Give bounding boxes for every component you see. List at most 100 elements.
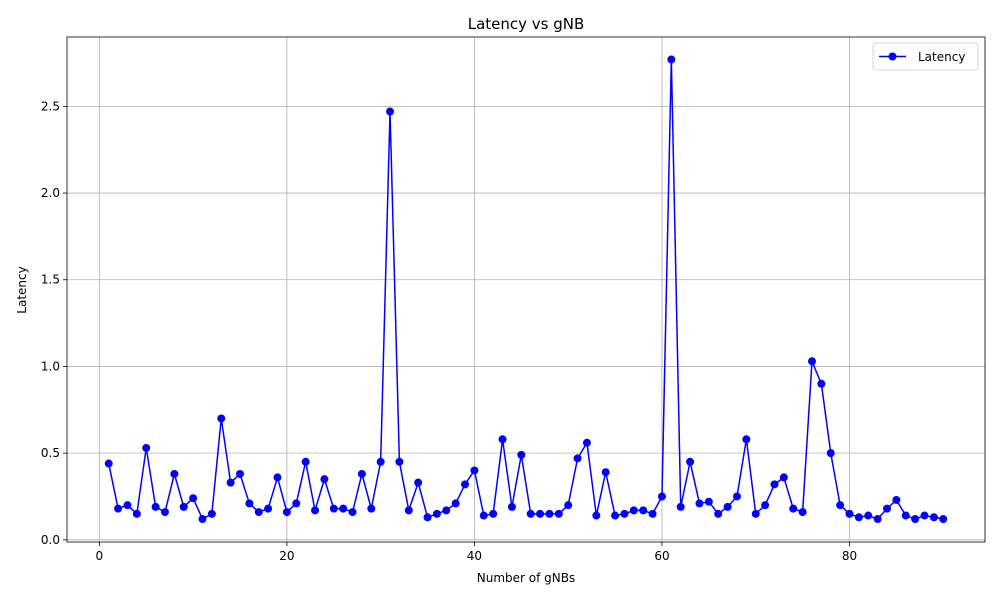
latency-data-point	[939, 515, 948, 524]
latency-data-point	[536, 509, 545, 518]
latency-data-point	[451, 499, 460, 508]
x-axis-label: Number of gNBs	[477, 571, 575, 585]
latency-data-point	[686, 457, 695, 466]
y-tick-label: 1.0	[41, 359, 60, 373]
y-tick-label: 0.5	[41, 446, 60, 460]
latency-data-point	[582, 438, 591, 447]
latency-data-point	[376, 457, 385, 466]
latency-data-point	[292, 499, 301, 508]
y-axis-label: Latency	[15, 266, 29, 313]
plot-area	[104, 55, 948, 524]
latency-data-point	[236, 469, 244, 478]
latency-data-point	[329, 504, 338, 513]
latency-data-point	[554, 509, 563, 518]
latency-data-point	[732, 492, 741, 501]
latency-data-point	[104, 459, 113, 468]
latency-data-point	[704, 497, 713, 506]
latency-data-point	[245, 499, 254, 508]
latency-data-point	[442, 506, 451, 515]
latency-data-point	[142, 443, 151, 452]
latency-data-point	[489, 509, 498, 518]
latency-data-point	[395, 457, 404, 466]
y-tick-label: 1.5	[41, 273, 60, 287]
latency-data-point	[273, 473, 282, 482]
latency-data-point	[723, 502, 732, 511]
latency-data-point	[742, 435, 751, 444]
latency-data-point	[629, 506, 638, 515]
latency-data-point	[123, 501, 132, 510]
latency-data-point	[414, 478, 423, 487]
latency-data-point	[320, 475, 329, 484]
latency-data-point	[545, 509, 554, 518]
latency-data-point	[657, 492, 666, 501]
latency-data-point	[667, 55, 676, 64]
latency-data-point	[620, 509, 629, 518]
latency-data-point	[826, 449, 835, 458]
latency-data-point	[864, 511, 873, 520]
latency-data-point	[817, 379, 826, 388]
latency-data-point	[114, 504, 123, 513]
latency-data-point	[151, 502, 160, 511]
latency-data-point	[404, 506, 413, 515]
latency-data-point	[498, 435, 507, 444]
x-ticks: 0 20 40 60 80	[96, 542, 857, 563]
x-tick-label: 40	[467, 549, 482, 563]
y-tick-label: 2.0	[41, 186, 60, 200]
latency-data-point	[751, 509, 760, 518]
latency-data-point	[432, 509, 441, 518]
y-tick-label: 2.5	[41, 99, 60, 113]
latency-data-point	[526, 509, 535, 518]
latency-data-point	[423, 513, 432, 522]
latency-data-point	[611, 511, 620, 520]
latency-data-point	[920, 511, 929, 520]
latency-data-point	[207, 509, 216, 518]
latency-data-point	[808, 357, 816, 366]
latency-data-point	[301, 457, 310, 466]
latency-data-point	[929, 513, 938, 522]
latency-data-point	[470, 466, 479, 475]
latency-series-line	[107, 58, 944, 520]
latency-data-point	[217, 414, 226, 423]
latency-data-point	[798, 508, 807, 517]
latency-data-point	[883, 504, 892, 513]
latency-data-point	[198, 515, 207, 524]
x-tick-label: 20	[279, 549, 294, 563]
latency-data-point	[873, 515, 882, 524]
legend-box	[872, 42, 979, 71]
x-tick-label: 60	[654, 549, 669, 563]
latency-data-point	[676, 502, 685, 511]
latency-data-point	[479, 511, 488, 520]
latency-data-point	[160, 508, 169, 517]
legend: Latency	[872, 42, 979, 71]
legend-label: Latency	[918, 50, 965, 64]
latency-data-point	[357, 469, 366, 478]
latency-data-point	[367, 504, 376, 513]
y-ticks: 0.0 0.5 1.0 1.5 2.0 2.5	[41, 99, 67, 547]
latency-data-point	[254, 508, 263, 517]
y-tick-label: 0.0	[41, 533, 60, 547]
latency-data-point	[132, 509, 141, 518]
latency-data-point	[189, 494, 198, 503]
latency-data-point	[892, 495, 901, 504]
latency-data-point	[264, 504, 273, 513]
latency-data-point	[911, 515, 920, 524]
latency-data-point	[836, 501, 845, 510]
x-tick-label: 0	[96, 549, 104, 563]
latency-data-point	[845, 509, 854, 518]
latency-data-point	[901, 511, 910, 520]
chart-title: Latency vs gNB	[468, 15, 585, 33]
legend-marker	[888, 52, 897, 61]
latency-data-point	[461, 480, 470, 489]
latency-data-point	[854, 513, 863, 522]
latency-data-point	[339, 504, 348, 513]
latency-data-point	[573, 454, 582, 463]
latency-data-point	[770, 480, 779, 489]
latency-data-point	[348, 508, 357, 517]
latency-data-point	[226, 478, 235, 487]
latency-data-point	[386, 107, 395, 116]
latency-data-point	[761, 501, 770, 510]
latency-data-point	[507, 502, 516, 511]
latency-data-point	[564, 501, 573, 510]
latency-data-point	[311, 506, 320, 515]
